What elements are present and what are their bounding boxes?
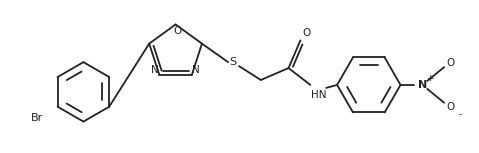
Text: N: N <box>418 80 427 90</box>
Text: O: O <box>173 26 182 36</box>
Text: O: O <box>446 58 454 68</box>
Text: N: N <box>151 65 159 75</box>
Text: -: - <box>458 110 462 119</box>
Text: O: O <box>302 28 310 38</box>
Text: +: + <box>426 75 434 84</box>
Text: HN: HN <box>310 90 326 100</box>
Text: S: S <box>229 57 237 67</box>
Text: O: O <box>446 102 454 112</box>
Text: Br: Br <box>31 113 43 123</box>
Text: N: N <box>192 65 200 75</box>
